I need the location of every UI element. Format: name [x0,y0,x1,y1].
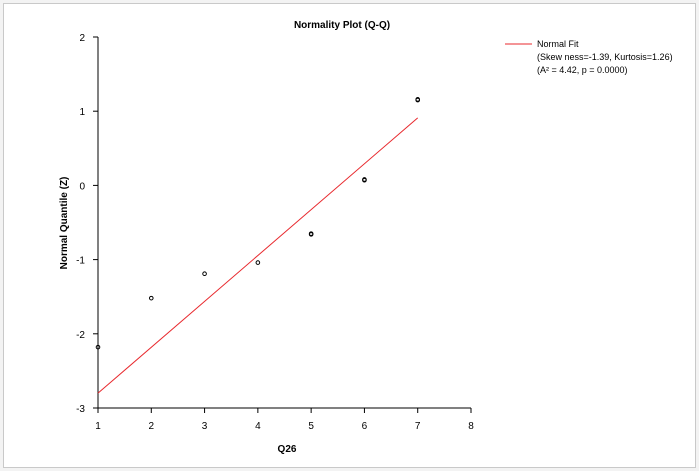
legend-label: Normal Fit [537,39,579,49]
y-axis-title: Normal Quantile (Z) [59,177,70,270]
chart-title: Normality Plot (Q-Q) [294,20,390,31]
data-point [308,232,314,237]
x-tick-label: 6 [362,421,368,432]
x-ticks: 1 2 3 4 5 6 7 8 [95,408,474,432]
legend: Normal Fit (Skew ness=-1.39, Kurtosis=1.… [505,39,673,75]
x-tick-label: 2 [149,421,155,432]
data-point [255,260,261,265]
y-tick-label: -3 [76,404,85,415]
x-tick-label: 3 [202,421,208,432]
data-point [95,344,101,350]
y-tick-label: 1 [79,107,85,118]
x-tick-label: 4 [255,421,261,432]
x-axis-title: Q26 [278,444,297,455]
fit-line-layer [97,117,419,394]
y-ticks: 2 1 0 -1 -2 -3 [76,33,98,415]
x-tick-label: 1 [95,421,101,432]
data-point [415,97,421,103]
points-layer [95,97,421,350]
y-tick-label: -2 [76,330,85,341]
x-tick-label: 7 [415,421,421,432]
y-tick-label: 2 [79,33,85,44]
y-tick-label: -1 [76,256,85,267]
y-tick-label: 0 [79,181,85,192]
data-point [202,271,207,276]
legend-test-line: (A² = 4.42, p = 0.0000) [537,65,628,75]
axes [97,37,471,409]
legend-stats-line: (Skew ness=-1.39, Kurtosis=1.26) [537,52,673,62]
data-point [362,177,367,182]
x-tick-label: 8 [468,421,474,432]
chart-frame [3,3,696,468]
normal-fit-line [97,117,419,394]
data-point [148,295,154,301]
x-tick-label: 5 [308,421,314,432]
